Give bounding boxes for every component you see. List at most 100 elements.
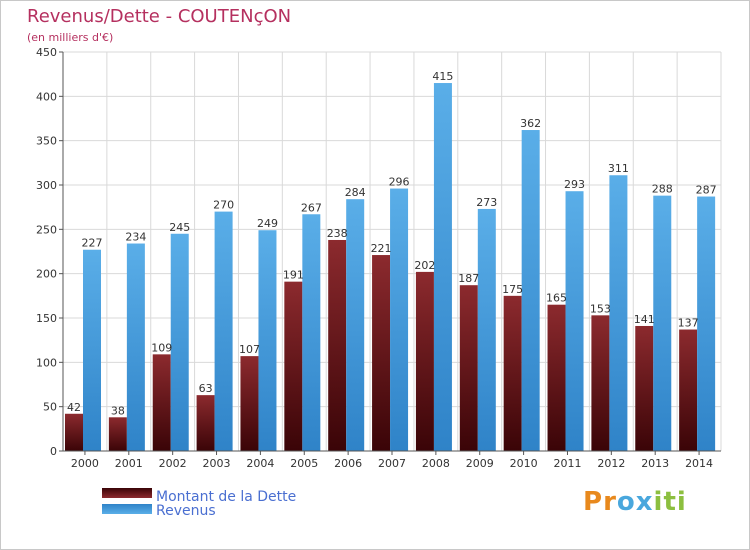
bar-dette-2011 <box>547 304 566 451</box>
data-label-dette-2002: 109 <box>151 341 172 354</box>
bar-dette-2014 <box>679 329 698 451</box>
bar-revenus-2003 <box>214 211 233 451</box>
bar-revenus-2009 <box>477 208 496 451</box>
x-tick-label: 2003 <box>203 457 231 470</box>
bar-revenus-2014 <box>697 196 716 451</box>
bar-revenus-2004 <box>258 230 277 451</box>
bar-dette-2004 <box>240 356 259 451</box>
proxiti-logo: Proxiti <box>583 487 687 517</box>
x-tick-label: 2011 <box>553 457 581 470</box>
y-tick-label: 400 <box>36 90 57 103</box>
data-label-dette-2013: 141 <box>634 313 655 326</box>
x-tick-label: 2005 <box>290 457 318 470</box>
y-tick-label: 350 <box>36 135 57 148</box>
axes: 0 50 100 150 200 250 300 350 400 450 2000 2001 2002 2… <box>36 46 721 470</box>
data-label-revenus-2011: 293 <box>564 178 585 191</box>
bar-revenus-2000 <box>83 249 101 451</box>
data-label-dette-2009: 187 <box>458 272 479 285</box>
y-tick-label: 0 <box>50 445 57 458</box>
data-label-dette-2004: 107 <box>239 343 260 356</box>
bar-dette-2010 <box>503 295 522 451</box>
logo-letter: t <box>663 487 677 517</box>
bars <box>65 83 716 452</box>
data-label-dette-2008: 202 <box>414 259 435 272</box>
data-label-revenus-2004: 249 <box>257 217 278 230</box>
chart-title: Revenus/Dette - COUTENçON <box>27 6 291 27</box>
legend-label-revenus: Revenus <box>156 503 216 519</box>
bar-revenus-2008 <box>433 83 452 452</box>
data-label-revenus-2008: 415 <box>432 70 453 83</box>
bar-dette-2009 <box>459 285 478 451</box>
x-tick-label: 2006 <box>334 457 362 470</box>
x-tick-label: 2013 <box>641 457 669 470</box>
bar-dette-2005 <box>284 281 303 451</box>
data-label-dette-2006: 238 <box>327 227 348 240</box>
data-label-revenus-2013: 288 <box>652 183 673 196</box>
data-label-dette-2001: 38 <box>111 404 125 417</box>
bar-revenus-2012 <box>609 175 628 451</box>
bar-revenus-2007 <box>390 188 409 451</box>
bar-revenus-2006 <box>346 199 365 451</box>
x-tick-label: 2004 <box>246 457 274 470</box>
data-label-dette-2014: 137 <box>678 317 699 330</box>
data-label-revenus-2000: 227 <box>82 237 103 250</box>
x-tick-label: 2008 <box>422 457 450 470</box>
bar-dette-2003 <box>196 395 215 451</box>
x-tick-label: 2000 <box>71 457 99 470</box>
data-label-revenus-2002: 245 <box>169 221 190 234</box>
data-label-dette-2012: 153 <box>590 302 611 315</box>
bar-dette-2013 <box>635 325 654 451</box>
bar-dette-2002 <box>152 354 171 451</box>
y-tick-label: 200 <box>36 268 57 281</box>
data-label-dette-2010: 175 <box>502 283 523 296</box>
legend: Montant de la Dette Revenus <box>102 488 296 519</box>
data-label-dette-2011: 165 <box>546 292 567 305</box>
y-tick-label: 450 <box>36 46 57 59</box>
data-label-revenus-2003: 270 <box>213 199 234 212</box>
data-label-dette-2005: 191 <box>283 269 304 282</box>
logo-letter: x <box>635 487 654 517</box>
chart-subtitle: (en milliers d'€) <box>27 31 113 44</box>
data-label-revenus-2001: 234 <box>125 231 146 244</box>
bar-revenus-2001 <box>126 243 145 451</box>
bar-revenus-2013 <box>653 195 672 451</box>
y-tick-label: 50 <box>43 401 57 414</box>
bar-revenus-2002 <box>170 233 189 451</box>
logo-letter: i <box>653 487 664 517</box>
bar-dette-2008 <box>415 271 434 451</box>
y-tick-label: 150 <box>36 312 57 325</box>
y-tick-label: 250 <box>36 223 57 236</box>
x-tick-label: 2014 <box>685 457 713 470</box>
data-labels: 42 227 38 234 109 245 63 270 107 249 191 267 238 284 2… <box>67 70 717 417</box>
x-tick-label: 2012 <box>597 457 625 470</box>
bar-dette-2006 <box>328 239 347 451</box>
data-label-dette-2007: 221 <box>371 242 392 255</box>
gridlines <box>62 51 722 452</box>
data-label-revenus-2005: 267 <box>301 201 322 214</box>
x-tick-label: 2001 <box>115 457 143 470</box>
x-tick-label: 2007 <box>378 457 406 470</box>
bar-dette-2007 <box>372 255 391 451</box>
data-label-revenus-2012: 311 <box>608 162 629 175</box>
bar-dette-2012 <box>591 315 610 451</box>
bar-revenus-2005 <box>302 214 321 451</box>
legend-swatch-revenus <box>102 504 152 514</box>
logo-letter: i <box>676 487 687 517</box>
data-label-dette-2000: 42 <box>67 401 81 414</box>
logo-letter: o <box>616 487 636 517</box>
bar-dette-2001 <box>108 417 127 451</box>
data-label-revenus-2006: 284 <box>345 186 366 199</box>
data-label-revenus-2014: 287 <box>696 184 717 197</box>
y-tick-label: 300 <box>36 179 57 192</box>
x-tick-label: 2002 <box>159 457 187 470</box>
bar-revenus-2010 <box>521 130 540 451</box>
data-label-revenus-2007: 296 <box>389 176 410 189</box>
legend-swatch-dette <box>102 488 152 498</box>
bar-revenus-2011 <box>565 191 584 451</box>
x-tick-label: 2010 <box>510 457 538 470</box>
logo-letter: r <box>603 487 617 517</box>
bar-dette-2000 <box>65 413 83 451</box>
data-label-revenus-2009: 273 <box>476 196 497 209</box>
y-tick-label: 100 <box>36 356 57 369</box>
